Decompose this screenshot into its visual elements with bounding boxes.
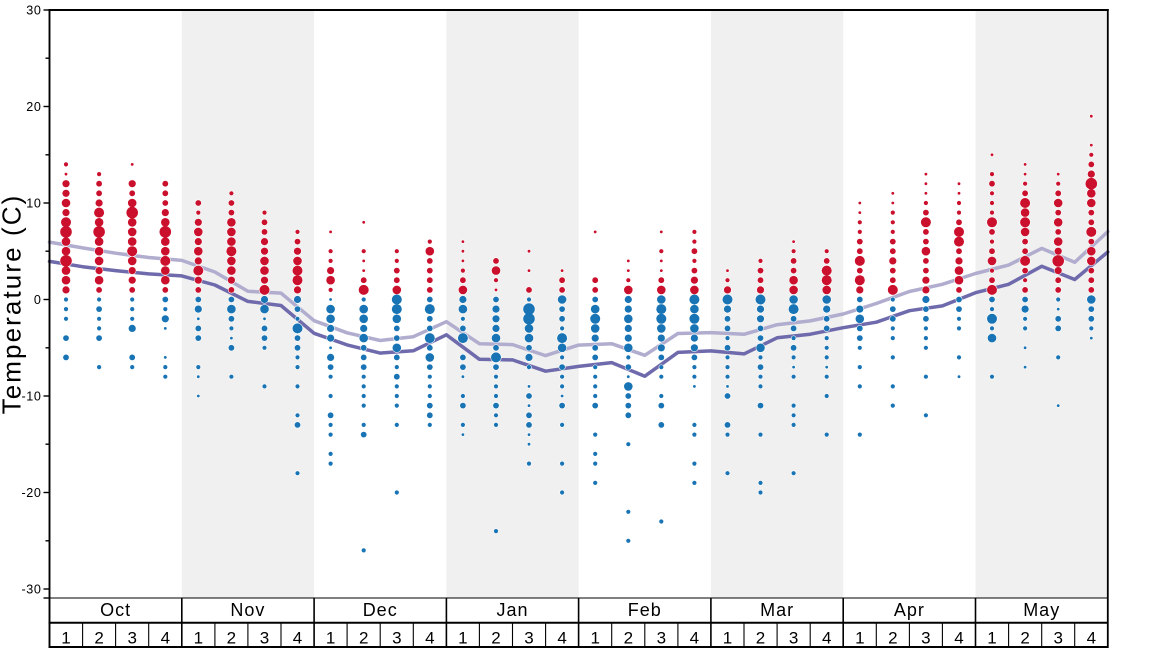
svg-text:1: 1	[194, 629, 203, 648]
svg-text:1: 1	[61, 629, 70, 648]
svg-text:4: 4	[425, 629, 434, 648]
svg-text:Apr: Apr	[894, 600, 925, 620]
svg-text:1: 1	[590, 629, 599, 648]
svg-text:-30: -30	[21, 582, 41, 596]
svg-text:1: 1	[987, 629, 996, 648]
svg-text:30: 30	[26, 3, 41, 17]
svg-text:Jan: Jan	[496, 600, 528, 620]
svg-text:2: 2	[94, 629, 103, 648]
svg-text:3: 3	[392, 629, 401, 648]
svg-text:1: 1	[855, 629, 864, 648]
svg-text:-10: -10	[21, 389, 41, 403]
svg-text:Dec: Dec	[363, 600, 398, 620]
svg-text:3: 3	[1053, 629, 1062, 648]
svg-text:1: 1	[326, 629, 335, 648]
svg-text:Nov: Nov	[230, 600, 265, 620]
svg-text:3: 3	[127, 629, 136, 648]
svg-text:20: 20	[26, 100, 41, 114]
svg-text:10: 10	[26, 196, 41, 210]
svg-text:4: 4	[822, 629, 831, 648]
svg-text:Temperature (C): Temperature (C)	[0, 194, 27, 415]
svg-text:1: 1	[458, 629, 467, 648]
svg-text:2: 2	[624, 629, 633, 648]
svg-text:3: 3	[789, 629, 798, 648]
svg-text:2: 2	[1020, 629, 1029, 648]
svg-text:-20: -20	[21, 486, 41, 500]
svg-text:4: 4	[954, 629, 963, 648]
svg-text:4: 4	[293, 629, 302, 648]
svg-text:4: 4	[557, 629, 566, 648]
svg-text:Mar: Mar	[760, 600, 794, 620]
svg-text:3: 3	[921, 629, 930, 648]
svg-text:4: 4	[161, 629, 170, 648]
svg-text:1: 1	[723, 629, 732, 648]
svg-text:Oct: Oct	[100, 600, 131, 620]
svg-text:2: 2	[888, 629, 897, 648]
svg-text:2: 2	[756, 629, 765, 648]
svg-text:Feb: Feb	[628, 600, 662, 620]
svg-text:2: 2	[491, 629, 500, 648]
svg-text:3: 3	[260, 629, 269, 648]
svg-text:0: 0	[34, 293, 42, 307]
svg-text:3: 3	[524, 629, 533, 648]
svg-text:4: 4	[1087, 629, 1096, 648]
svg-text:4: 4	[690, 629, 699, 648]
svg-text:3: 3	[657, 629, 666, 648]
svg-text:2: 2	[359, 629, 368, 648]
svg-text:May: May	[1023, 600, 1060, 620]
svg-text:2: 2	[227, 629, 236, 648]
